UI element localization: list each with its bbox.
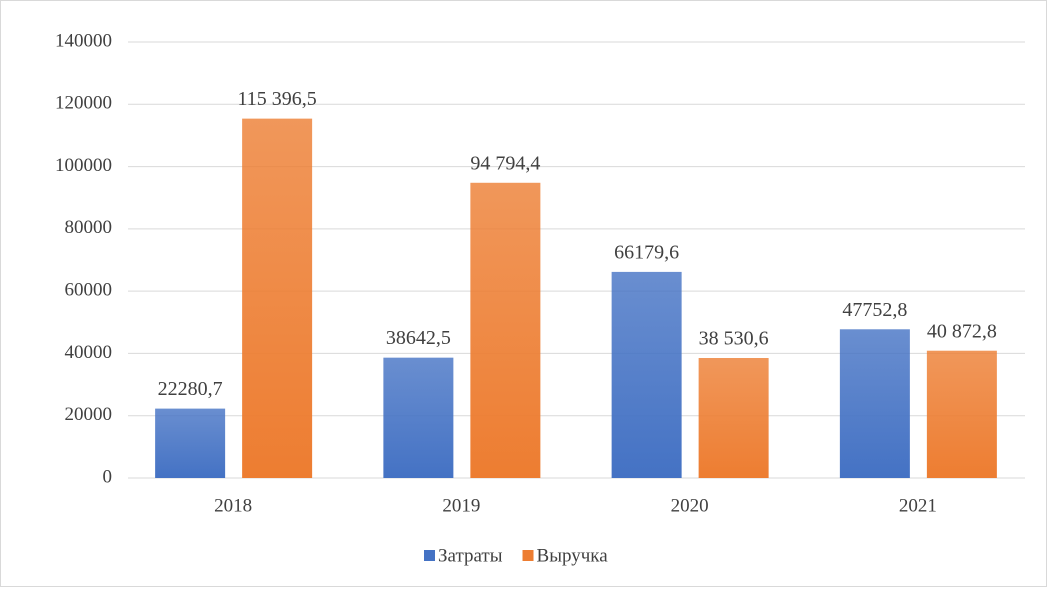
x-tick-label: 2018: [214, 495, 252, 516]
value-label: 115 396,5: [237, 88, 316, 110]
bar: [155, 408, 226, 478]
bar: [242, 118, 313, 479]
value-label: 40 872,8: [927, 320, 997, 342]
value-label: 38642,5: [386, 327, 451, 349]
value-label: 66179,6: [614, 241, 679, 263]
value-label: 94 794,4: [470, 152, 540, 174]
value-label: 38 530,6: [699, 328, 769, 350]
legend-swatch: [522, 550, 534, 561]
legend-swatch: [424, 550, 435, 561]
bar: [611, 271, 682, 478]
x-tick-label: 2019: [442, 495, 480, 516]
y-tick-label: 60000: [65, 280, 113, 301]
bar: [383, 357, 454, 478]
legend-label: Выручка: [537, 545, 609, 566]
y-tick-label: 100000: [55, 155, 112, 176]
y-tick-label: 120000: [55, 93, 112, 114]
x-tick-label: 2020: [671, 495, 709, 516]
y-tick-label: 40000: [65, 342, 113, 363]
y-tick-label: 20000: [65, 404, 113, 425]
legend-label: Затраты: [438, 545, 503, 566]
bar: [698, 358, 769, 478]
bar: [470, 182, 541, 479]
value-label: 22280,7: [158, 378, 223, 400]
bar: [926, 350, 997, 478]
value-label: 47752,8: [842, 299, 907, 321]
bar: [839, 329, 910, 478]
x-tick-label: 2021: [899, 495, 937, 516]
y-tick-label: 0: [103, 466, 113, 487]
y-tick-label: 140000: [55, 30, 112, 51]
y-tick-label: 80000: [65, 217, 113, 238]
